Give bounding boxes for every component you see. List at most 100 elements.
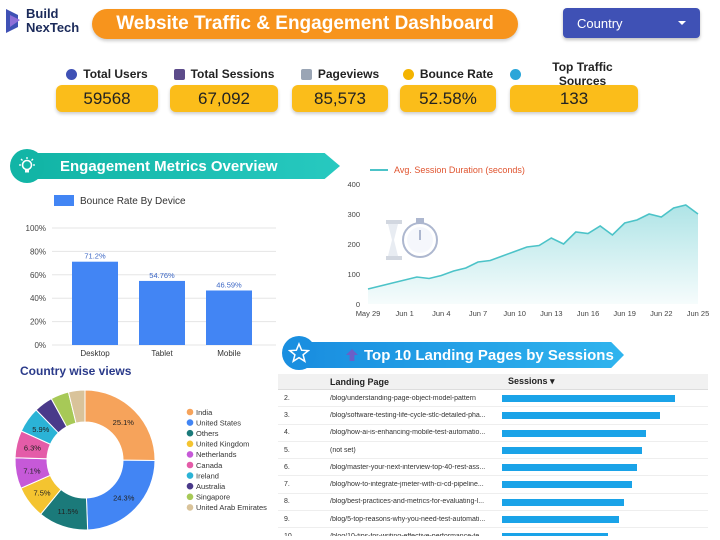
- brand-logo: Build NexTech: [4, 4, 88, 38]
- country-filter-label: Country: [577, 15, 623, 31]
- column-header-sessions[interactable]: Sessions ▾: [508, 376, 555, 386]
- bar-mobile[interactable]: [206, 290, 252, 345]
- kpi-label: Total Users: [83, 67, 148, 81]
- row-landing-page: /blog/master-your-next-interview-top-40-…: [330, 463, 486, 471]
- row-sessions-cell: [502, 476, 708, 492]
- table-row[interactable]: 2. /blog/understanding-page-object-model-…: [278, 390, 708, 408]
- column-header-landing-page[interactable]: Landing Page: [330, 376, 390, 387]
- x-tick-label: Jun 16: [577, 309, 600, 318]
- slice-data-label: 11.5%: [57, 507, 78, 516]
- bar-data-label: 46.59%: [216, 280, 242, 289]
- up-arrow-icon: [346, 349, 358, 361]
- legend-label: India: [196, 408, 213, 417]
- globe-icon: [510, 68, 521, 80]
- kpi-label: Total Sessions: [190, 67, 275, 81]
- bar-data-label: 54.76%: [149, 271, 175, 280]
- kpi-value: 52.58%: [400, 85, 496, 112]
- table-row[interactable]: 5. (not set): [278, 442, 708, 460]
- brand-logo-icon: [6, 9, 20, 33]
- kpi-top-traffic-sources: Top Traffic Sources 133: [510, 60, 638, 112]
- legend-label: Netherlands: [196, 450, 237, 459]
- legend-label: Singapore: [196, 493, 230, 502]
- x-tick-label: Jun 13: [540, 309, 563, 318]
- slice-data-label: 5.9%: [32, 425, 49, 434]
- stopwatch-icon: [386, 218, 438, 260]
- area-fill: [368, 205, 698, 304]
- x-tick-label: May 29: [356, 309, 381, 318]
- kpi-total-users: Total Users 59568: [56, 66, 158, 112]
- row-landing-page: /blog/best-practices-and-metrics-for-eva…: [330, 498, 485, 506]
- table-row[interactable]: 6. /blog/master-your-next-interview-top-4…: [278, 459, 708, 477]
- row-sessions-cell: [502, 407, 708, 423]
- y-tick-label: 20%: [30, 318, 46, 327]
- kpi-value: 133: [510, 85, 638, 112]
- row-landing-page: /blog/how-to-integrate-jmeter-with-ci-cd…: [330, 481, 484, 489]
- country-filter-dropdown[interactable]: Country: [563, 8, 700, 38]
- bar-desktop[interactable]: [72, 261, 118, 345]
- session-duration-area-chart: Avg. Session Duration (seconds) 0 100 200 3…: [347, 165, 710, 318]
- kpi-value: 67,092: [170, 85, 278, 112]
- sessions-bar: [502, 533, 609, 536]
- row-sessions-cell: [502, 442, 708, 458]
- table-row[interactable]: 10./blog/10-tips-for-writing-effective-p…: [278, 528, 708, 536]
- row-sessions-cell: [502, 494, 708, 510]
- sessions-bar: [502, 498, 625, 506]
- series-line[interactable]: [367, 204, 699, 290]
- y-tick-label: 400: [347, 180, 360, 189]
- sessions-bar: [502, 464, 637, 472]
- sessions-bar: [502, 481, 632, 489]
- slice-data-label: 7.5%: [33, 489, 50, 498]
- legend-swatch: [186, 408, 194, 416]
- table-row[interactable]: 4. /blog/how-ai-is-enhancing-mobile-test-…: [278, 425, 708, 442]
- country-donut-chart: 25.1%24.3%11.5%7.5%7.1%6.3%5.9% IndiaUni…: [14, 389, 267, 531]
- row-rank: 6.: [284, 463, 290, 471]
- bar-tablet[interactable]: [139, 280, 185, 345]
- sessions-bar: [502, 395, 675, 402]
- x-tick-label: Jun 4: [432, 309, 450, 318]
- row-rank: 5.: [284, 446, 290, 454]
- bounce-rate-bar-chart: Bounce Rate By Device 0% 20% 40% 60% 80% 100%…: [26, 195, 276, 358]
- row-rank: 4.: [284, 429, 290, 437]
- row-rank: 2.: [284, 394, 290, 402]
- chevron-down-icon: [678, 21, 686, 25]
- x-tick-label: Tablet: [151, 349, 173, 358]
- legend-label: Others: [196, 429, 219, 438]
- landing-section-banner: Top 10 Landing Pages by Sessions: [304, 342, 624, 368]
- legend-label: United Kingdom: [196, 440, 249, 449]
- section-title: Top 10 Landing Pages by Sessions: [364, 346, 614, 364]
- row-sessions-cell: [502, 390, 708, 406]
- slice-united-arab-emirates[interactable]: [67, 389, 86, 424]
- table-row[interactable]: 7. /blog/how-to-integrate-jmeter-with-ci-…: [278, 476, 708, 494]
- legend-label: Australia: [196, 482, 226, 491]
- row-landing-page: /blog/understanding-page-object-model-pa…: [330, 394, 476, 402]
- legend-swatch: [186, 461, 194, 469]
- bar-data-label: 71.2%: [84, 252, 106, 261]
- sessions-bar: [502, 429, 646, 437]
- lightbulb-icon: [10, 149, 44, 183]
- document-icon: [300, 68, 312, 80]
- kpi-bounce-rate: Bounce Rate 52.58%: [400, 66, 496, 112]
- row-rank: 9.: [284, 515, 290, 523]
- x-tick-label: Jun 25: [687, 309, 710, 318]
- legend-swatch: [186, 440, 194, 448]
- table-row[interactable]: 3. /blog/software-testing-life-cycle-stlc…: [278, 407, 708, 425]
- row-landing-page: /blog/10-tips-for-writing-effective-perf…: [330, 533, 502, 536]
- row-rank: 3.: [284, 411, 290, 419]
- y-tick-label: 100: [347, 270, 360, 279]
- y-tick-label: 300: [347, 210, 360, 219]
- legend-swatch: [186, 482, 194, 490]
- y-tick-label: 0: [356, 300, 360, 309]
- table-row[interactable]: 9. /blog/5-top-reasons-why-you-need-test-…: [278, 511, 708, 529]
- x-tick-label: Jun 19: [613, 309, 636, 318]
- page-title: Website Traffic & Engagement Dashboard: [92, 9, 518, 39]
- y-tick-label: 200: [347, 240, 360, 249]
- engagement-section-banner: Engagement Metrics Overview: [32, 153, 340, 179]
- y-tick-label: 40%: [30, 294, 46, 303]
- country-chart-title: Country wise views: [20, 364, 132, 378]
- table-row[interactable]: 8. /blog/best-practices-and-metrics-for-e…: [278, 494, 708, 512]
- slice-data-label: 24.3%: [113, 494, 135, 503]
- x-tick-label: Mobile: [217, 349, 241, 358]
- legend-swatch: [186, 451, 194, 458]
- row-sessions-cell: [502, 511, 708, 527]
- row-landing-page: /blog/software-testing-life-cycle-stlc-d…: [330, 411, 486, 419]
